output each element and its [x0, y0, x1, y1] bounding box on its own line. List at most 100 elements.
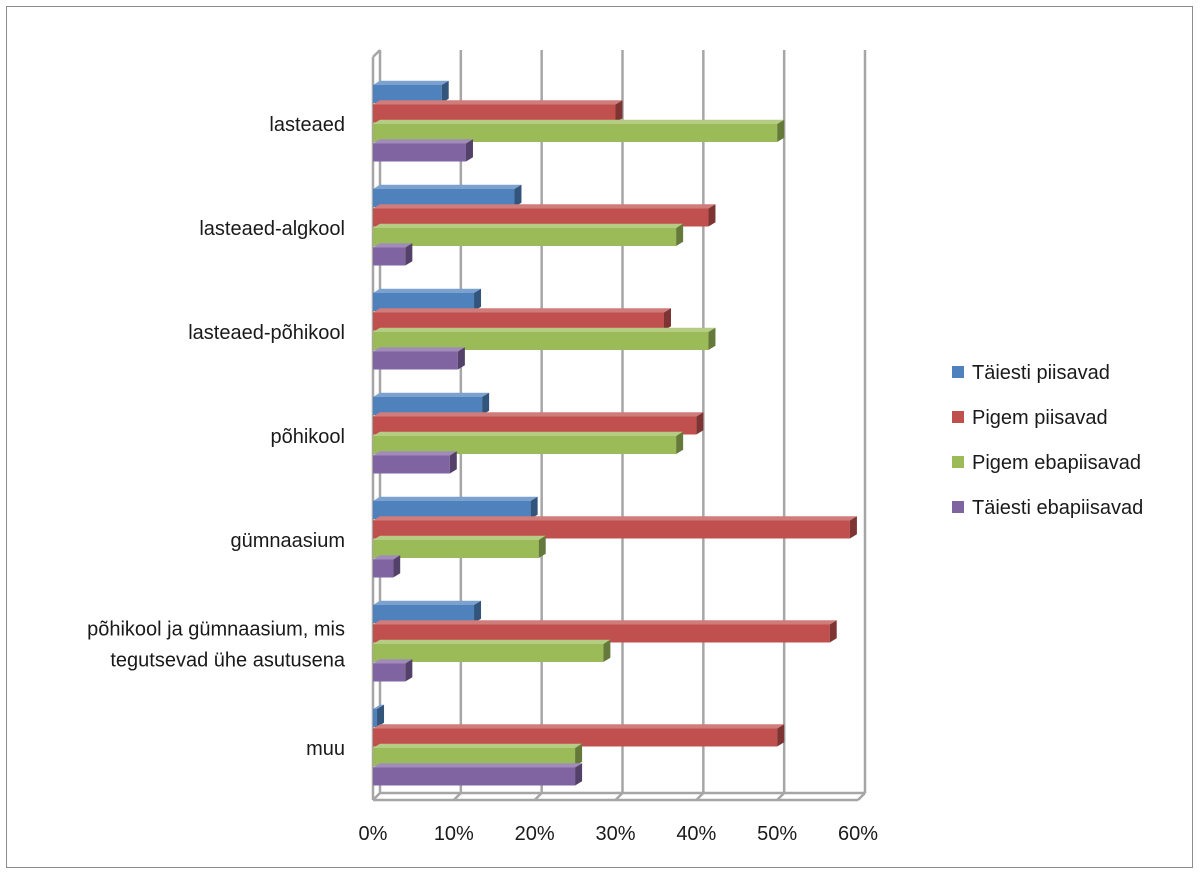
bar-top	[373, 704, 385, 709]
bar-top	[373, 392, 490, 397]
bar-front	[373, 85, 442, 103]
bar-end	[708, 204, 716, 227]
x-tick-label: 50%	[757, 823, 797, 845]
bar-top	[373, 80, 449, 85]
bar-front	[373, 624, 830, 643]
bar-front	[373, 455, 450, 474]
bar	[373, 243, 413, 266]
bar	[373, 184, 522, 207]
category-label-line: gümnaasium	[230, 530, 345, 552]
category-label: lasteaed-põhikool	[188, 322, 345, 344]
bar-front	[373, 143, 466, 162]
bar-front	[373, 728, 778, 747]
bar-front	[373, 748, 576, 766]
bar-top	[373, 412, 704, 417]
bar-front	[373, 228, 677, 246]
bar-end	[615, 100, 623, 123]
category-label: lasteaed-algkool	[199, 218, 345, 240]
bar-front	[373, 332, 709, 350]
category-label-line: muu	[306, 738, 345, 760]
legend-item: Pigem piisavad	[952, 407, 1108, 429]
bar-top	[373, 620, 837, 625]
bar-front	[373, 520, 850, 539]
bar-top	[373, 204, 716, 209]
bar-end	[708, 327, 716, 350]
bar-front	[373, 397, 483, 415]
bar-top	[373, 535, 546, 540]
bar	[373, 223, 684, 246]
bar-end	[465, 139, 473, 162]
bar-end	[405, 243, 413, 266]
bar-end	[664, 308, 671, 331]
bar	[373, 704, 385, 727]
bar-front	[373, 559, 394, 578]
bar-end	[538, 535, 546, 558]
bar-end	[696, 412, 704, 435]
x-tick-label: 10%	[434, 823, 474, 845]
bar-top	[373, 639, 611, 644]
bar-front	[373, 351, 458, 370]
category-label: gümnaasium	[230, 530, 345, 552]
bar	[373, 347, 465, 370]
bar	[373, 412, 704, 435]
x-tick-label: 60%	[838, 823, 878, 845]
bar-end	[474, 288, 482, 311]
bar-front	[373, 644, 604, 662]
bar	[373, 535, 546, 558]
bar	[373, 555, 401, 578]
bar-top	[373, 243, 413, 248]
x-axis-tick-labels: 0% 10% 20% 30% 40% 50% 60%	[359, 823, 879, 845]
legend-label: Pigem piisavad	[972, 407, 1108, 429]
bar-front	[373, 605, 475, 623]
bar-front	[373, 293, 475, 311]
legend-label: Täiesti piisavad	[972, 362, 1110, 384]
x-tick-label: 40%	[676, 823, 716, 845]
bar-top	[373, 451, 457, 456]
category-label-line: lasteaed-põhikool	[188, 322, 345, 344]
bar-end	[405, 659, 413, 682]
bar	[373, 620, 837, 643]
bar-front	[373, 767, 576, 786]
bar	[373, 451, 457, 474]
bar	[373, 288, 482, 311]
bar-front	[373, 247, 406, 266]
legend-item: Pigem ebapiisavad	[952, 452, 1141, 474]
bar	[373, 639, 611, 662]
bar-front	[373, 189, 515, 207]
bar-end	[575, 763, 583, 786]
bar-front	[373, 312, 664, 331]
bar-end	[676, 223, 684, 246]
bar	[373, 496, 538, 519]
bar-top	[373, 659, 413, 664]
bar-top	[373, 288, 482, 293]
bar-top	[373, 100, 623, 105]
legend-swatch	[952, 411, 964, 423]
legend: Täiesti piisavad Pigem piisavad Pigem ebap…	[952, 362, 1143, 519]
bar-front	[373, 540, 539, 558]
bar-end	[829, 620, 837, 643]
bar	[373, 724, 785, 747]
bar-top	[373, 139, 473, 144]
bar-end	[482, 392, 490, 415]
bar-end	[603, 639, 611, 662]
category-label: põhikool ja gümnaasium, mis tegutsevad üh…	[87, 619, 346, 672]
bar	[373, 600, 482, 623]
bar-end	[514, 184, 522, 207]
bar-end	[449, 451, 457, 474]
bar-end	[441, 80, 449, 103]
bar	[373, 659, 413, 682]
bar-front	[373, 663, 406, 682]
bar-top	[373, 743, 583, 748]
bars	[373, 80, 857, 786]
category-label: muu	[306, 738, 345, 760]
bar-top	[373, 223, 684, 228]
bar-end	[393, 555, 401, 578]
bar-top	[373, 496, 538, 501]
bar-front	[373, 436, 677, 454]
category-label-line: lasteaed	[269, 114, 345, 136]
bar-top	[373, 347, 465, 352]
legend-swatch	[952, 456, 964, 468]
bar-front	[373, 104, 616, 123]
bar-end	[530, 496, 538, 519]
